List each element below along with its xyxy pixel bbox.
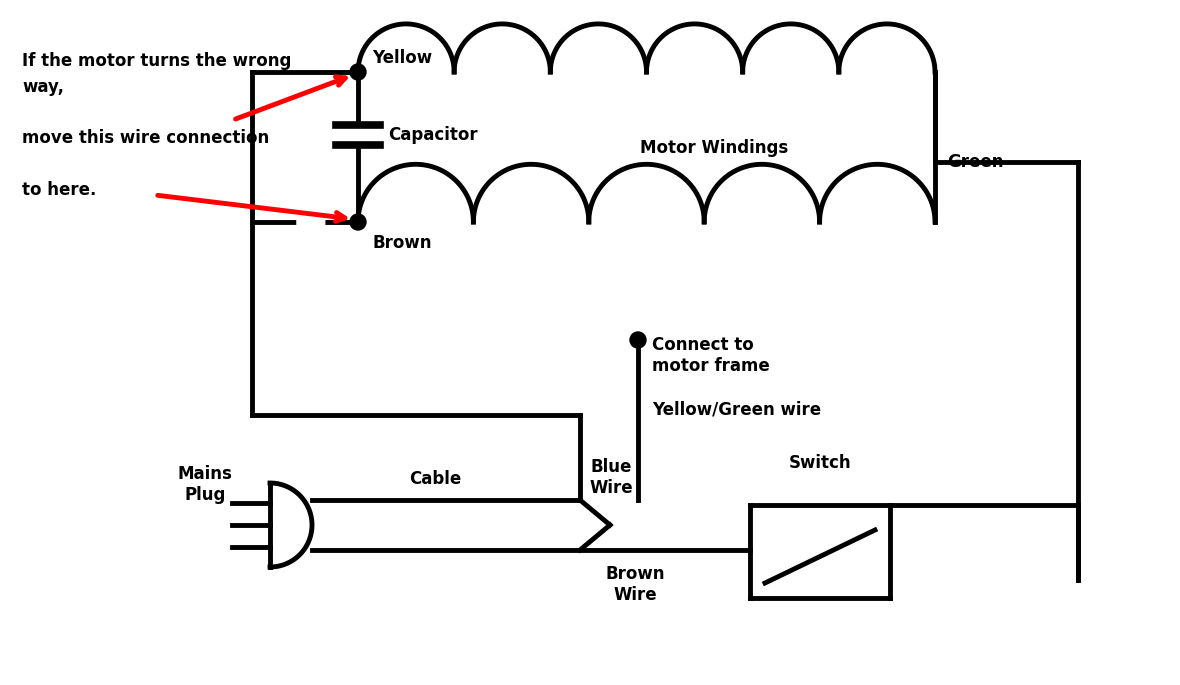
Text: If the motor turns the wrong
way,

move this wire connection

to here.: If the motor turns the wrong way, move t…	[22, 52, 291, 199]
Text: Motor Windings: Motor Windings	[640, 139, 788, 157]
Circle shape	[350, 214, 366, 230]
Text: Brown: Brown	[372, 234, 432, 252]
Text: Brown
Wire: Brown Wire	[605, 565, 664, 603]
Text: Switch: Switch	[788, 454, 851, 472]
Circle shape	[350, 64, 366, 80]
Text: Yellow/Green wire: Yellow/Green wire	[653, 400, 821, 418]
Circle shape	[630, 332, 645, 348]
Text: Cable: Cable	[409, 470, 461, 488]
Text: Capacitor: Capacitor	[388, 126, 478, 144]
Text: Mains
Plug: Mains Plug	[177, 465, 232, 503]
Text: Yellow: Yellow	[372, 49, 432, 67]
Text: Green: Green	[948, 153, 1003, 171]
Text: Connect to
motor frame: Connect to motor frame	[653, 336, 769, 375]
Text: Blue
Wire: Blue Wire	[590, 458, 634, 497]
